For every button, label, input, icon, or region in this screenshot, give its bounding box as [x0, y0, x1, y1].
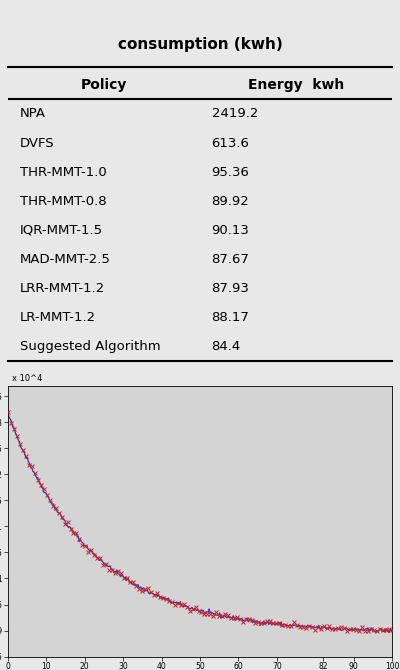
Text: consumption (kwh): consumption (kwh): [118, 37, 282, 52]
Text: x 10^4: x 10^4: [12, 374, 42, 383]
